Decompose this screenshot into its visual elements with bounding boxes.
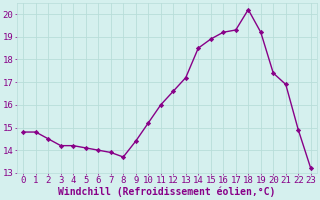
X-axis label: Windchill (Refroidissement éolien,°C): Windchill (Refroidissement éolien,°C) bbox=[58, 187, 276, 197]
